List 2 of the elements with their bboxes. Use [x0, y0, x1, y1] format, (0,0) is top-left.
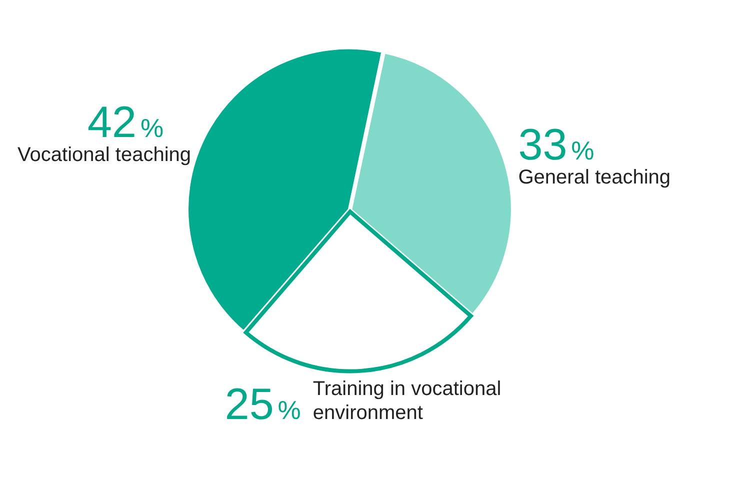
slice-label: Training in vocational environment [312, 378, 502, 424]
data-label: 25% [224, 380, 301, 430]
